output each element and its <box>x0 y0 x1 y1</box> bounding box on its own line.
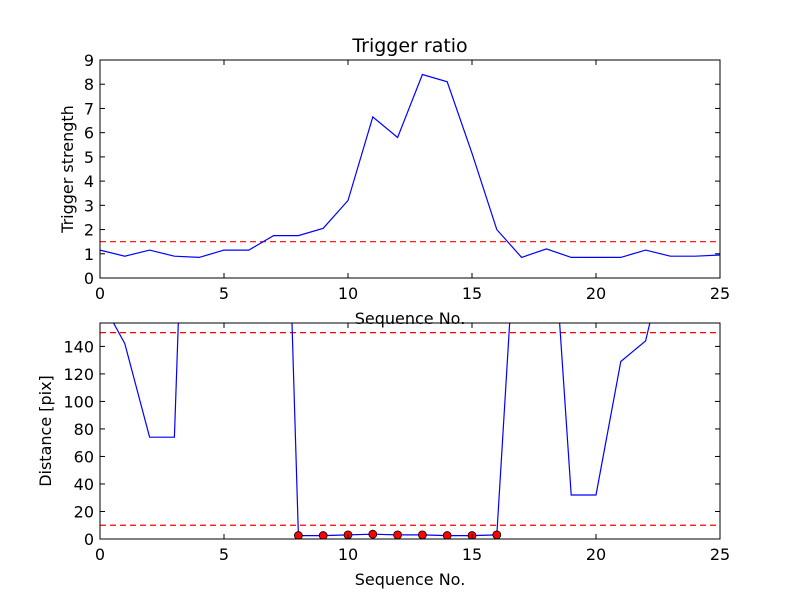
x-tick-label: 5 <box>219 284 229 303</box>
data-point-marker <box>318 531 328 539</box>
data-point-marker <box>294 531 303 539</box>
axis-ticks: 0 5 10 15 20 25 0 20 40 60 80 100 120 140 <box>63 323 730 564</box>
y-tick-label: 6 <box>84 124 94 143</box>
x-tick-label: 5 <box>219 545 229 564</box>
data-point-marker <box>492 530 502 539</box>
x-tick-label: 25 <box>710 284 730 303</box>
x-tick-label: 20 <box>586 284 606 303</box>
axes-frame <box>99 322 721 540</box>
y-tick-label: 5 <box>84 148 94 167</box>
y-tick-label: 2 <box>84 221 94 240</box>
chart-title: Trigger ratio <box>351 35 467 57</box>
series-line <box>112 323 651 537</box>
x-axis-label: Sequence No. <box>355 309 466 328</box>
y-tick-label: 80 <box>74 420 94 439</box>
plot-area <box>100 73 720 259</box>
y-tick-label: 120 <box>63 365 94 384</box>
plot-area <box>100 323 720 539</box>
x-tick-label: 0 <box>95 545 105 564</box>
data-point-marker <box>393 530 402 539</box>
series-line <box>100 73 720 259</box>
x-tick-label: 20 <box>586 545 606 564</box>
y-tick-label: 20 <box>74 502 94 521</box>
y-axis-label: Distance [pix] <box>36 375 55 487</box>
x-tick-label: 15 <box>462 545 482 564</box>
y-tick-label: 1 <box>84 245 94 264</box>
y-axis-label: Trigger strength <box>58 105 77 234</box>
y-tick-label: 8 <box>84 75 94 94</box>
x-tick-label: 15 <box>462 284 482 303</box>
x-tick-label: 10 <box>338 545 358 564</box>
data-point-marker <box>368 529 378 539</box>
x-tick-label: 25 <box>710 545 730 564</box>
axes-frame <box>99 59 721 279</box>
x-tick-label: 10 <box>338 284 358 303</box>
y-tick-label: 9 <box>84 51 94 70</box>
y-tick-label: 4 <box>84 172 94 191</box>
y-tick-label: 0 <box>84 530 94 549</box>
axis-ticks: 0 5 10 15 20 25 0 1 2 3 4 5 6 7 8 9 <box>84 51 730 303</box>
data-point-marker <box>442 531 452 539</box>
data-point-marker <box>418 530 427 539</box>
trigger-ratio-chart: Trigger ratio 0 5 10 15 20 25 0 1 2 3 4 5 6 7 8 9 Seque… <box>58 35 730 328</box>
y-tick-label: 100 <box>63 392 94 411</box>
x-axis-label: Sequence No. <box>355 570 466 589</box>
y-tick-label: 140 <box>63 337 94 356</box>
distance-chart: 0 5 10 15 20 25 0 20 40 60 80 100 120 140 Sequence No… <box>36 322 730 589</box>
y-tick-label: 60 <box>74 447 94 466</box>
y-tick-label: 7 <box>84 99 94 118</box>
y-tick-label: 3 <box>84 196 94 215</box>
x-tick-label: 0 <box>95 284 105 303</box>
y-tick-label: 0 <box>84 269 94 288</box>
y-tick-label: 40 <box>74 475 94 494</box>
